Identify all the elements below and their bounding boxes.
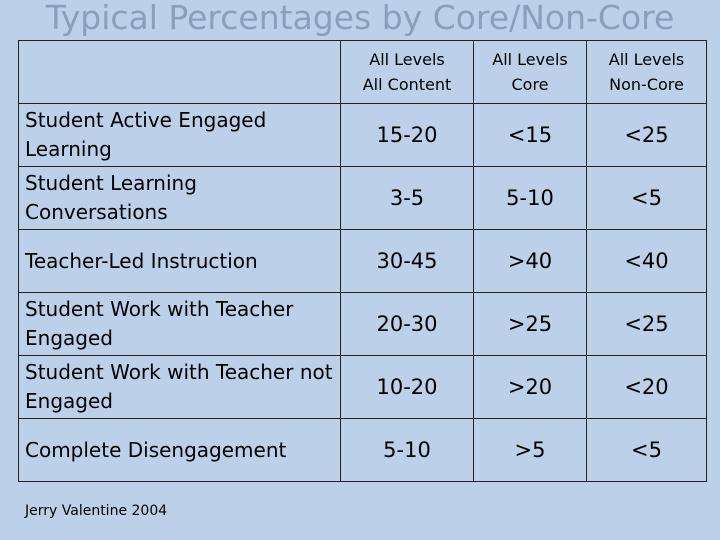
row-label: Student Learning Conversations — [18, 166, 341, 230]
slide-title: Typical Percentages by Core/Non-Core — [45, 0, 675, 37]
row-label: Student Work with Teacher not Engaged — [18, 355, 341, 419]
author-credit: Jerry Valentine 2004 — [25, 503, 168, 519]
table-row: Student Learning Conversations 3-5 5-10 … — [18, 166, 707, 230]
row-label: Teacher-Led Instruction — [18, 229, 341, 293]
cell-non-core: <5 — [586, 418, 707, 482]
cell-core: >20 — [473, 355, 587, 419]
cell-all-content: 15-20 — [340, 103, 474, 167]
cell-core: >25 — [473, 292, 587, 356]
cell-non-core: <25 — [586, 103, 707, 167]
column-header-core: All Levels Core — [473, 40, 587, 104]
column-header-line: Core — [511, 75, 549, 94]
column-header-line: Non-Core — [609, 75, 684, 94]
row-label: Complete Disengagement — [18, 418, 341, 482]
cell-all-content: 5-10 — [340, 418, 474, 482]
cell-all-content: 3-5 — [340, 166, 474, 230]
cell-non-core: <5 — [586, 166, 707, 230]
cell-all-content: 20-30 — [340, 292, 474, 356]
cell-all-content: 30-45 — [340, 229, 474, 293]
column-header-all-content: All Levels All Content — [340, 40, 474, 104]
table-header-row: All Levels All Content All Levels Core A… — [18, 40, 707, 104]
table-row: Complete Disengagement 5-10 >5 <5 — [18, 418, 707, 482]
cell-core: >40 — [473, 229, 587, 293]
column-header-line: All Content — [362, 75, 452, 94]
cell-non-core: <40 — [586, 229, 707, 293]
table-row: Student Work with Teacher not Engaged 10… — [18, 355, 707, 419]
row-label: Student Work with Teacher Engaged — [18, 292, 341, 356]
column-header-line: All Levels — [608, 50, 685, 69]
table-row: Teacher-Led Instruction 30-45 >40 <40 — [18, 229, 707, 293]
header-corner-cell — [18, 40, 341, 104]
table-row: Student Active Engaged Learning 15-20 <1… — [18, 103, 707, 167]
column-header-line: All Levels — [369, 50, 445, 69]
row-label: Student Active Engaged Learning — [18, 103, 341, 167]
cell-core: >5 — [473, 418, 587, 482]
column-header-non-core: All Levels Non-Core — [586, 40, 707, 104]
column-header-line: All Levels — [492, 50, 568, 69]
percentages-table: All Levels All Content All Levels Core A… — [18, 40, 707, 482]
cell-non-core: <20 — [586, 355, 707, 419]
cell-all-content: 10-20 — [340, 355, 474, 419]
table-row: Student Work with Teacher Engaged 20-30 … — [18, 292, 707, 356]
cell-non-core: <25 — [586, 292, 707, 356]
cell-core: 5-10 — [473, 166, 587, 230]
cell-core: <15 — [473, 103, 587, 167]
